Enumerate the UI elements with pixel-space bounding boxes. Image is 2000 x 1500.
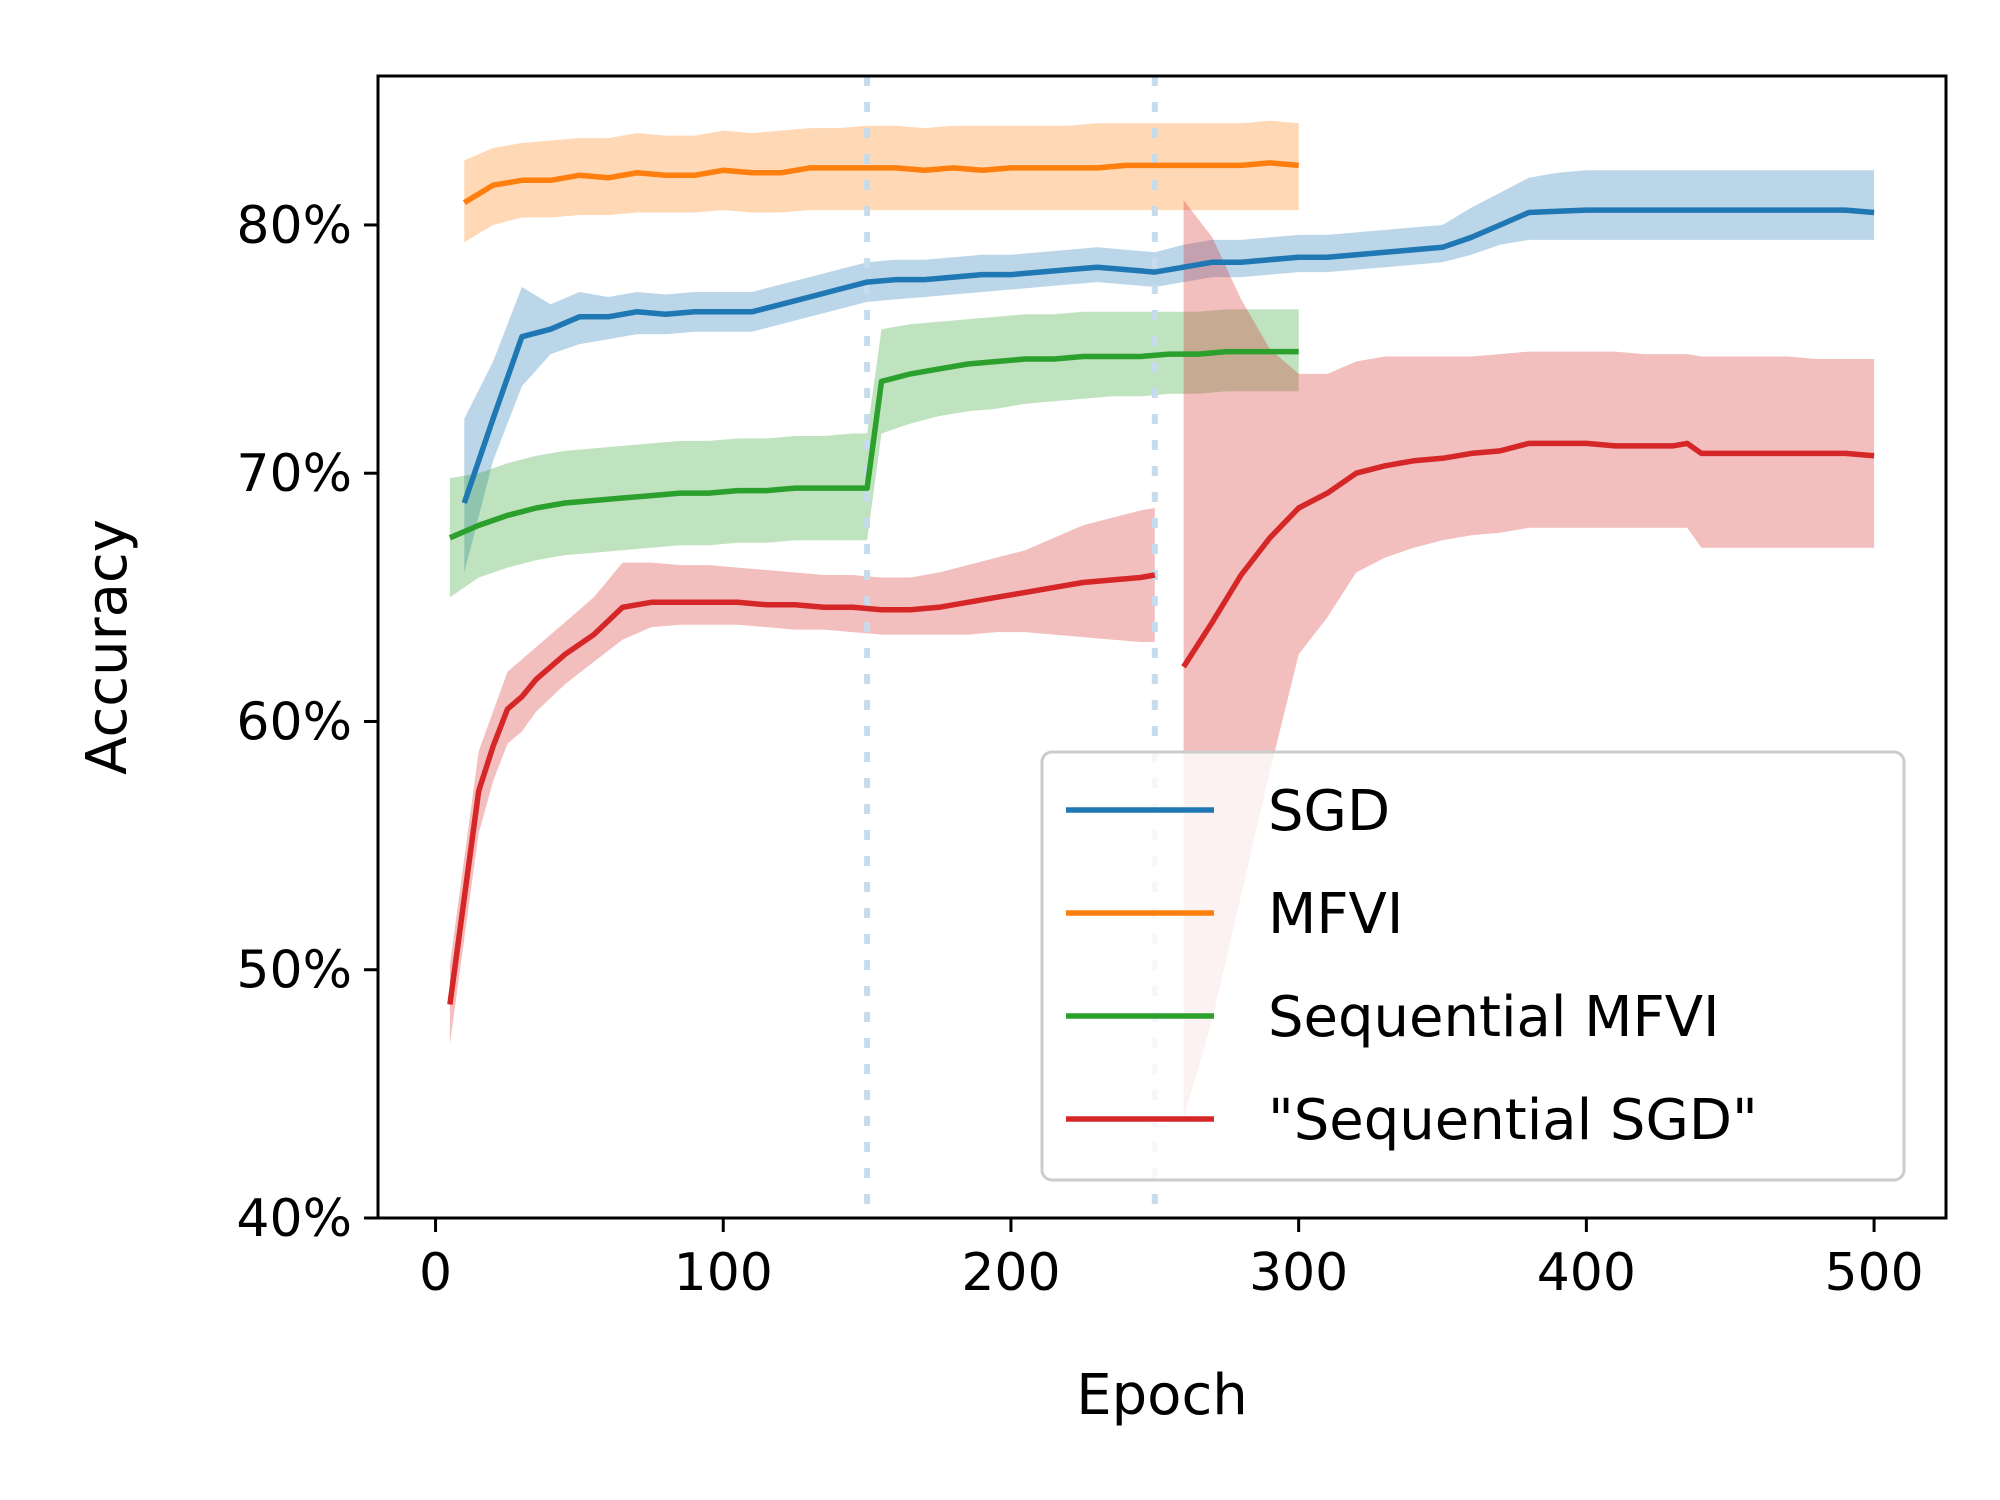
y-tick-label: 50% (236, 941, 352, 1001)
legend-label: SGD (1268, 779, 1390, 844)
band-series-3-seg-1 (1183, 200, 1875, 1119)
legend-label: "Sequential SGD" (1268, 1088, 1758, 1153)
series-lines (447, 160, 1875, 1005)
line-series-3-seg-0 (447, 572, 1156, 1005)
line-series-0-seg-0 (461, 207, 1875, 504)
y-axis-ticks: 40% 50% 60% 70% 80% (236, 196, 378, 1249)
legend-label: Sequential MFVI (1268, 985, 1720, 1050)
x-tick-label: 300 (1249, 1243, 1348, 1303)
legend-box (1040, 750, 1906, 1182)
plot-frame (376, 74, 1948, 1220)
y-tick-label: 80% (236, 196, 352, 256)
y-axis-label: Accuracy (75, 519, 140, 775)
x-tick-label: 200 (961, 1243, 1060, 1303)
x-tick-label: 100 (674, 1243, 773, 1303)
x-axis-ticks: 0 100 200 300 400 500 (419, 1218, 1924, 1303)
legend: SGD MFVI Sequential MFVI "Sequential SGD" (1040, 750, 1906, 1182)
band-series-3-seg-0 (449, 508, 1155, 1045)
y-tick-label: 40% (236, 1189, 352, 1249)
band-series-1-seg-0 (464, 120, 1299, 243)
line-series-2-seg-0 (448, 348, 1299, 541)
x-tick-label: 500 (1824, 1243, 1923, 1303)
line-series-1-seg-0 (462, 160, 1299, 205)
x-axis-label: Epoch (1076, 1363, 1247, 1428)
line-series-3-seg-1 (1181, 440, 1875, 669)
y-tick-label: 60% (236, 692, 352, 752)
x-tick-label: 0 (419, 1243, 452, 1303)
x-tick-label: 400 (1537, 1243, 1636, 1303)
boundary-lines (864, 76, 1158, 1218)
legend-label: MFVI (1268, 882, 1403, 947)
y-tick-label: 70% (236, 444, 352, 504)
